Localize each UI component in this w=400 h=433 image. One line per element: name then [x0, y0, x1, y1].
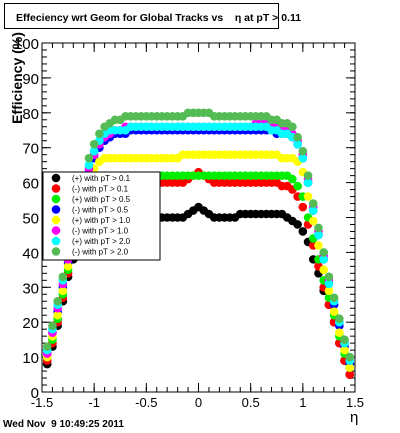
data-point	[335, 314, 344, 324]
legend-label: (+) with pT > 0.1	[72, 174, 131, 183]
data-point	[329, 293, 339, 303]
data-point	[303, 178, 313, 187]
series-4	[42, 150, 355, 372]
data-point	[89, 139, 99, 149]
data-point	[314, 241, 323, 250]
data-point	[303, 171, 313, 180]
data-point	[345, 363, 355, 372]
legend-label: (-) with pT > 1.0	[72, 227, 129, 236]
legend-marker	[51, 184, 61, 193]
y-tick-label: 70	[22, 141, 39, 158]
legend-label: (-) with pT > 2.0	[72, 248, 129, 257]
y-tick-label: 100	[14, 36, 39, 53]
data-point	[340, 345, 349, 355]
legend-marker	[51, 194, 61, 204]
legend-marker	[51, 226, 61, 235]
x-tick-label: 0.5	[242, 395, 260, 410]
data-point	[345, 370, 355, 379]
x-tick-label: 1.5	[346, 395, 364, 410]
data-point	[308, 199, 318, 208]
data-point	[319, 248, 329, 257]
data-point	[89, 146, 99, 156]
data-point	[293, 139, 302, 149]
series-7	[42, 108, 355, 362]
data-point	[84, 160, 94, 170]
data-point	[345, 352, 355, 362]
x-tick-label: -0.5	[135, 395, 157, 410]
data-point	[324, 279, 334, 289]
y-tick-label: 10	[22, 350, 39, 367]
legend-label: (-) with pT > 0.5	[72, 206, 129, 215]
y-tick-label: 90	[22, 71, 39, 88]
legend-box	[42, 171, 161, 261]
data-point	[58, 286, 68, 296]
chart-title-box: Effeciency wrt Geom for Global Tracks vs…	[4, 3, 301, 29]
legend-label: (+) with pT > 2.0	[72, 237, 131, 246]
data-point	[308, 216, 318, 226]
y-tick-label: 0	[31, 385, 39, 402]
data-point	[293, 132, 302, 142]
legend-label: (+) with pT > 0.5	[72, 195, 131, 204]
data-point	[63, 262, 73, 271]
data-point	[324, 286, 334, 296]
data-point	[53, 310, 62, 320]
data-point	[84, 153, 94, 163]
data-point	[319, 265, 329, 275]
y-tick-label: 80	[22, 106, 39, 123]
y-axis-label: Efficiency (%)	[9, 32, 25, 124]
legend-marker	[51, 236, 61, 246]
data-point	[319, 255, 329, 264]
axis-ticks: -1.5 -1 -0.5 0 0.5 1 1.5 0 10 20 30 40 50 60 70 80 90 100	[14, 36, 364, 410]
data-point	[288, 174, 297, 184]
data-point	[298, 153, 308, 163]
data-point	[298, 227, 308, 236]
data-point	[329, 307, 339, 317]
legend-label: (+) with pT > 1.0	[72, 216, 131, 225]
data-point	[58, 272, 68, 282]
y-tick-label: 40	[22, 245, 39, 262]
data-point	[298, 202, 308, 212]
legend-marker	[51, 247, 61, 256]
x-tick-label: -1.5	[31, 395, 53, 410]
data-point	[314, 230, 323, 240]
x-axis-label: η	[350, 409, 359, 426]
legend-marker	[51, 173, 61, 183]
y-tick-label: 50	[22, 211, 39, 228]
data-point	[48, 321, 57, 330]
y-tick-label: 20	[22, 315, 39, 332]
data-point	[303, 192, 313, 201]
chart-title: Effeciency wrt Geom for Global Tracks vs…	[16, 12, 302, 24]
data-point	[340, 335, 349, 344]
data-point	[308, 206, 318, 215]
data-point	[314, 223, 323, 233]
legend: (+) with pT > 0.1(-) with pT > 0.1(+) wi…	[42, 171, 161, 261]
data-point	[95, 129, 104, 139]
x-tick-label: 0	[195, 395, 202, 410]
footer-timestamp: Wed Nov 9 10:49:25 2011	[3, 419, 124, 430]
legend-marker	[51, 205, 61, 214]
x-tick-label: -1	[88, 395, 100, 410]
y-tick-label: 60	[22, 176, 39, 193]
legend-label: (-) with pT > 0.1	[72, 185, 129, 194]
legend-marker	[51, 215, 61, 225]
data-point	[324, 272, 334, 282]
data-point	[293, 220, 302, 229]
data-point	[288, 122, 297, 132]
data-point	[293, 181, 302, 191]
data-point	[298, 146, 308, 156]
data-point	[335, 328, 344, 337]
y-tick-label: 30	[22, 280, 39, 297]
data-point	[42, 342, 52, 351]
x-tick-label: 1	[299, 395, 306, 410]
data-point	[53, 296, 62, 306]
